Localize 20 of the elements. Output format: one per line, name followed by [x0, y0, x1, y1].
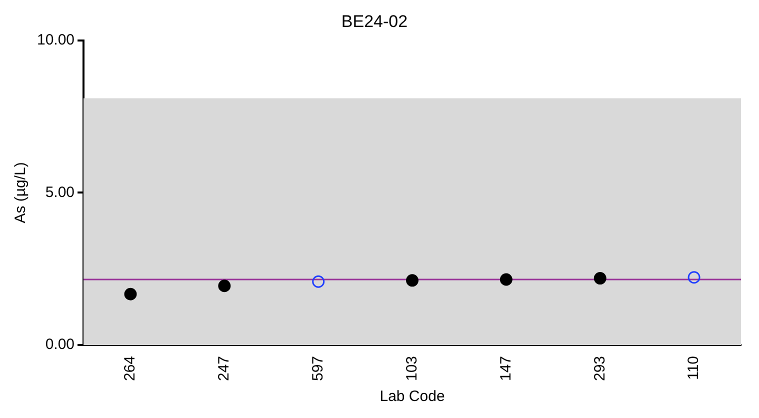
- x-tick-label: 103: [403, 356, 420, 382]
- y-tick-label: 10.00: [36, 32, 75, 49]
- x-tick-label: 147: [497, 356, 514, 382]
- y-axis-title: As (µg/L): [12, 162, 30, 224]
- point: [406, 274, 419, 287]
- x-tick-label: 264: [122, 356, 139, 382]
- point: [312, 275, 325, 288]
- x-tick-label: 247: [216, 356, 233, 382]
- y-tick-label: 5.00: [45, 184, 75, 201]
- point: [124, 288, 137, 300]
- point: [688, 271, 700, 284]
- x-tick-label: 110: [685, 356, 702, 380]
- point: [594, 272, 606, 285]
- chart-title: BE24-02: [341, 12, 408, 31]
- y-tick-label: 0.00: [45, 336, 75, 354]
- x-tick-label: 293: [591, 356, 608, 382]
- x-axis-title: Lab Code: [380, 388, 445, 406]
- point: [500, 273, 512, 286]
- x-tick-label: 597: [309, 356, 326, 382]
- point: [218, 280, 231, 292]
